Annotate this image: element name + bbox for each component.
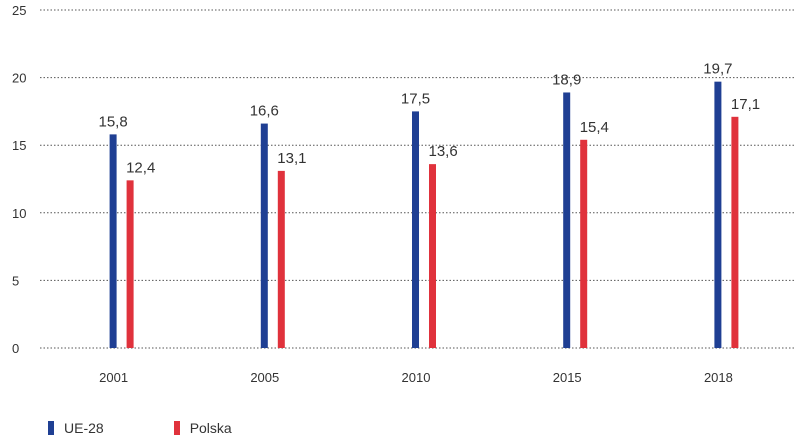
y-tick-label-20: 20 xyxy=(12,71,26,86)
legend-label-polska: Polska xyxy=(189,420,232,436)
x-tick-label-2010: 2010 xyxy=(402,370,431,385)
bar-ue-28-2001 xyxy=(109,134,117,348)
data-label-polska-2018: 17,1 xyxy=(731,96,760,113)
legend-label-ue28: UE-28 xyxy=(64,420,104,436)
bar-polska-2018 xyxy=(731,116,739,348)
bar-ue-28-2005 xyxy=(260,123,268,349)
x-tick-label-2015: 2015 xyxy=(553,370,582,385)
legend: UE-28 Polska xyxy=(48,420,232,436)
bar-polska-2005 xyxy=(277,170,285,348)
bar-polska-2010 xyxy=(429,164,436,348)
bar-ue-28-2015 xyxy=(563,92,571,348)
y-tick-label-15: 15 xyxy=(12,138,26,153)
data-label-ue-28-2001: 15,8 xyxy=(98,113,127,130)
data-label-polska-2010: 13,6 xyxy=(429,143,458,160)
data-label-polska-2001: 12,4 xyxy=(126,159,155,176)
y-tick-label-5: 5 xyxy=(12,273,19,288)
legend-item-polska: Polska xyxy=(173,420,232,436)
data-label-polska-2005: 13,1 xyxy=(277,150,306,167)
legend-swatch-polska xyxy=(173,421,180,435)
bar-polska-2015 xyxy=(580,139,588,348)
x-tick-label-2001: 2001 xyxy=(99,370,128,385)
data-label-ue-28-2018: 19,7 xyxy=(703,61,732,78)
y-tick-label-10: 10 xyxy=(12,206,26,221)
data-label-ue-28-2010: 17,5 xyxy=(401,90,430,107)
x-tick-label-2018: 2018 xyxy=(704,370,733,385)
x-tick-label-2005: 2005 xyxy=(250,370,279,385)
bar-chart: 0 5 10 15 20 25 15,8 12,4 2001 16,6 13,1 2005 17,5 13… xyxy=(12,3,796,385)
data-label-ue-28-2015: 18,9 xyxy=(552,71,581,88)
data-label-ue-28-2005: 16,6 xyxy=(250,103,279,120)
bar-polska-2001 xyxy=(126,180,134,348)
bar-ue-28-2010 xyxy=(412,111,419,349)
legend-swatch-ue28 xyxy=(48,421,54,435)
bar-ue-28-2018 xyxy=(714,81,722,348)
legend-item-ue28: UE-28 xyxy=(48,420,104,436)
y-tick-label-0: 0 xyxy=(12,341,19,356)
data-label-polska-2015: 15,4 xyxy=(580,119,609,136)
y-tick-label-25: 25 xyxy=(12,3,26,18)
